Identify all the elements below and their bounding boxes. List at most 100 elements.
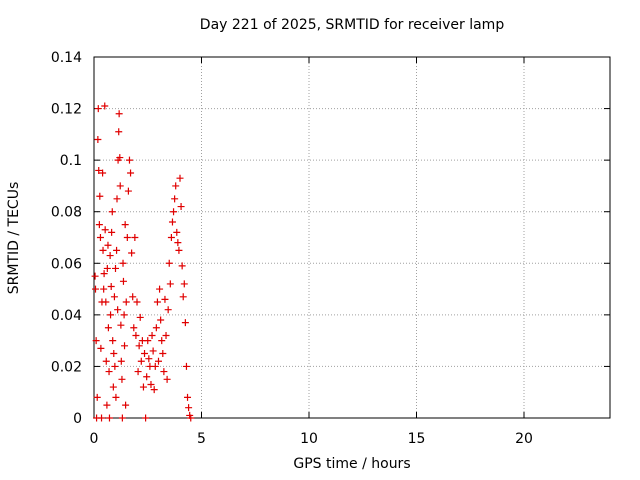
data-point: [108, 228, 116, 236]
data-point: [113, 195, 121, 203]
data-point: [179, 293, 187, 301]
data-point: [151, 362, 159, 370]
data-point: [111, 362, 119, 370]
data-point: [95, 166, 103, 174]
x-tick-label: 5: [197, 431, 206, 447]
data-point: [133, 298, 141, 306]
data-point: [161, 295, 169, 303]
x-axis-label: GPS time / hours: [293, 456, 411, 472]
data-point: [102, 298, 110, 306]
y-tick-label: 0.06: [51, 256, 82, 272]
data-point: [103, 264, 111, 272]
data-point: [120, 311, 128, 319]
data-point: [118, 414, 126, 422]
data-point: [150, 386, 158, 394]
data-point: [182, 362, 190, 370]
data-point: [148, 331, 156, 339]
y-tick-label: 0.08: [51, 205, 82, 221]
data-point: [136, 313, 144, 321]
data-point: [116, 154, 124, 162]
data-point: [124, 187, 132, 195]
data-point: [185, 404, 193, 412]
y-tick-label: 0.12: [51, 102, 82, 118]
data-point: [93, 393, 101, 401]
data-point: [163, 375, 171, 383]
data-point: [105, 368, 113, 376]
data-point: [131, 234, 139, 241]
data-point: [117, 357, 125, 365]
y-tick-label: 0.04: [51, 308, 82, 324]
x-tick-label: 0: [90, 431, 99, 447]
data-point: [121, 342, 129, 350]
y-tick-label: 0.02: [51, 359, 82, 375]
data-point: [107, 282, 115, 290]
data-point: [101, 226, 109, 234]
data-point: [159, 350, 167, 358]
y-tick-label: 0.14: [51, 50, 82, 66]
data-point: [119, 277, 127, 285]
data-point: [153, 298, 161, 306]
data-point: [116, 182, 124, 190]
data-point: [110, 293, 118, 301]
data-point: [139, 383, 147, 391]
data-point: [158, 337, 166, 345]
data-point: [152, 324, 160, 332]
data-point: [121, 221, 129, 229]
data-point: [100, 285, 108, 293]
data-point: [143, 373, 151, 381]
data-point: [137, 357, 145, 365]
data-point: [134, 368, 142, 376]
data-point: [142, 414, 150, 422]
data-point: [99, 246, 107, 254]
data-point: [97, 344, 105, 352]
data-point: [92, 337, 100, 345]
y-tick-label: 0.1: [60, 153, 82, 169]
data-point: [162, 331, 170, 339]
data-point: [94, 105, 102, 113]
data-point: [102, 357, 110, 365]
data-point: [110, 350, 118, 358]
data-point: [157, 316, 165, 324]
data-point: [104, 324, 112, 332]
data-point: [115, 128, 123, 136]
data-point: [122, 401, 130, 409]
data-point: [113, 246, 121, 254]
y-axis-label: SRMTID / TECUs: [6, 181, 22, 295]
data-point: [125, 156, 133, 164]
data-point: [171, 195, 179, 203]
data-point: [92, 285, 100, 293]
data-point: [173, 228, 181, 236]
data-point: [123, 234, 131, 241]
x-tick-label: 20: [515, 431, 533, 447]
data-point: [109, 383, 117, 391]
data-point: [108, 208, 116, 216]
data-point: [100, 270, 108, 278]
data-point: [112, 393, 120, 401]
data-point: [96, 234, 104, 241]
data-point: [149, 347, 157, 355]
data-point: [145, 355, 153, 363]
data-point: [144, 337, 152, 345]
data-point: [130, 324, 138, 332]
data-point: [117, 321, 125, 329]
data-point: [178, 262, 186, 270]
data-point: [98, 414, 106, 422]
data-point: [106, 252, 114, 260]
data-point: [181, 319, 189, 327]
data-point: [184, 393, 192, 401]
data-point: [127, 169, 135, 177]
data-point: [147, 380, 155, 388]
data-point: [115, 110, 123, 118]
data-point: [170, 208, 178, 216]
data-point: [107, 311, 115, 319]
data-point: [164, 306, 172, 314]
data-point: [119, 259, 127, 267]
x-tick-label: 10: [300, 431, 318, 447]
data-point: [101, 102, 109, 110]
x-tick-label: 15: [408, 431, 426, 447]
data-point: [129, 293, 137, 301]
y-tick-label: 0: [73, 411, 82, 427]
plot-frame: [93, 56, 611, 419]
data-point: [132, 331, 140, 339]
